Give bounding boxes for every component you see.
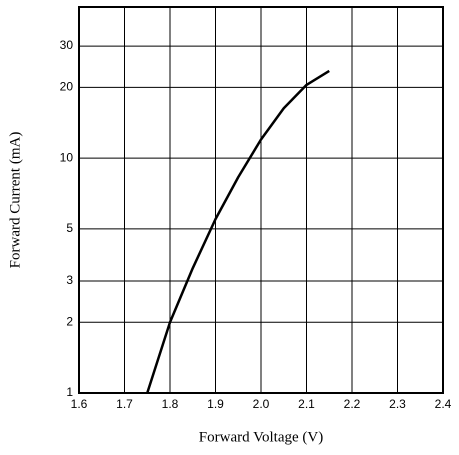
y-tick-label: 2 <box>66 314 73 328</box>
y-tick-label: 10 <box>60 150 74 164</box>
x-tick-label: 2.4 <box>435 397 452 411</box>
y-axis-label: Forward Current (mA) <box>7 132 23 269</box>
x-tick-label: 2.1 <box>298 397 315 411</box>
x-tick-label: 1.9 <box>207 397 224 411</box>
x-tick-label: 1.6 <box>71 397 88 411</box>
y-tick-label: 3 <box>66 273 73 287</box>
x-tick-label: 2.2 <box>344 397 361 411</box>
y-tick-label: 20 <box>60 80 74 94</box>
data-line <box>146 69 330 394</box>
x-tick-label: 2.0 <box>253 397 270 411</box>
y-tick-label: 1 <box>66 385 73 399</box>
x-axis-label: Forward Voltage (V) <box>199 429 323 445</box>
y-tick-label: 30 <box>60 38 74 52</box>
x-tick-label: 2.3 <box>389 397 406 411</box>
x-tick-label: 1.7 <box>116 397 133 411</box>
y-tick-label: 5 <box>66 221 73 235</box>
x-tick-label: 1.8 <box>162 397 179 411</box>
plot-frame <box>78 6 444 394</box>
